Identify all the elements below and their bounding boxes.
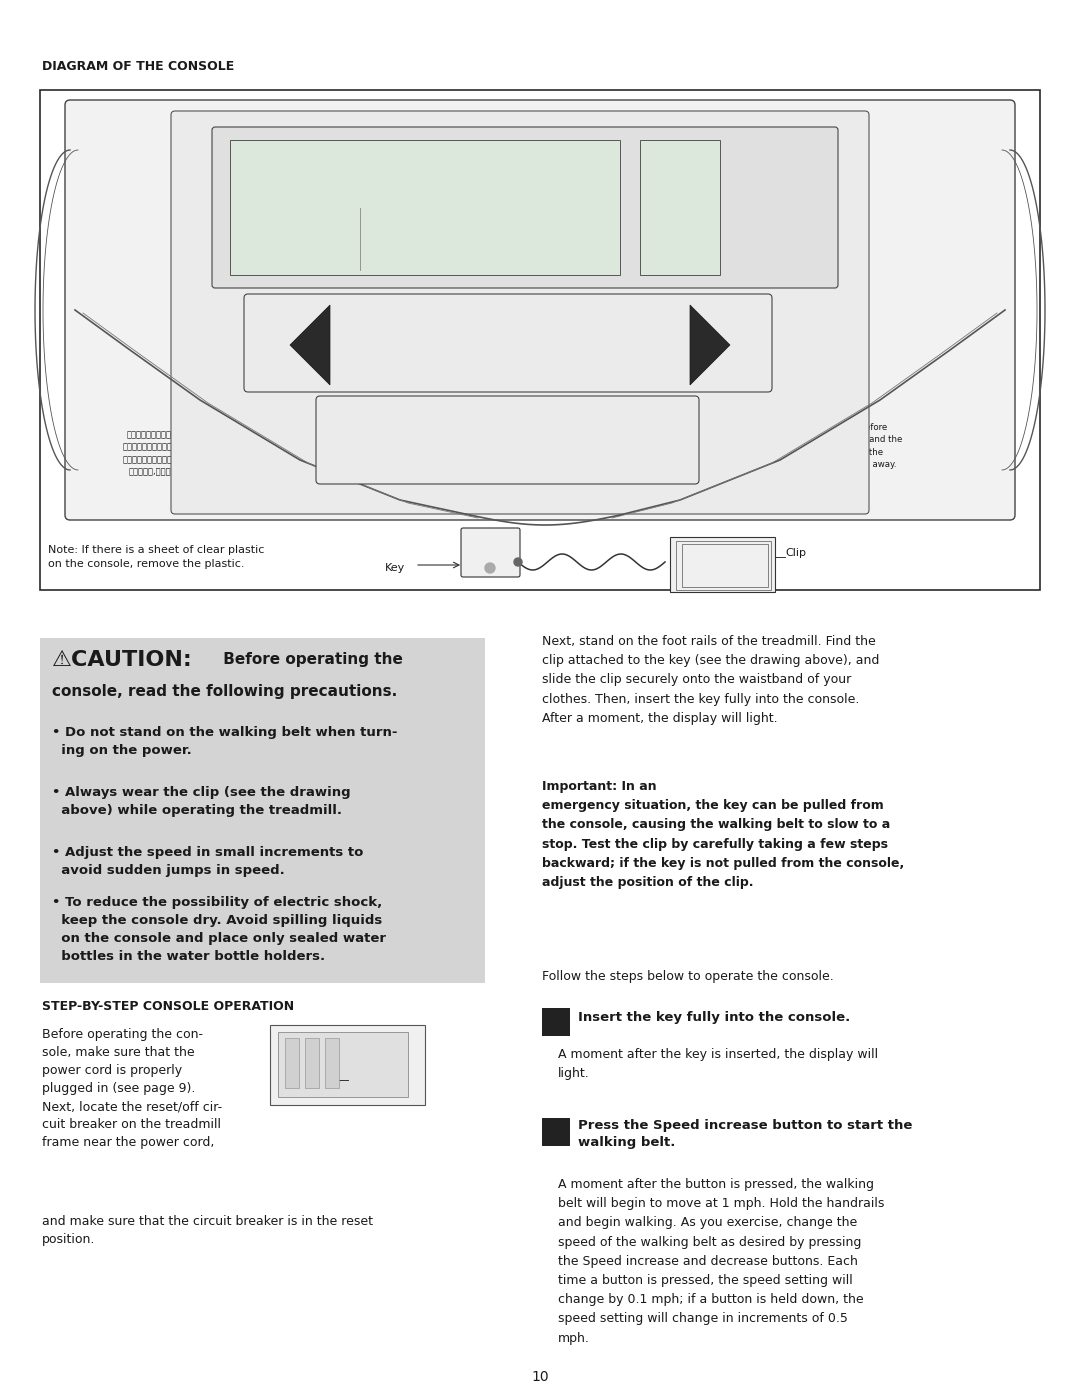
Text: Follow the steps below to operate the console.: Follow the steps below to operate the co… xyxy=(542,970,834,983)
Bar xyxy=(40,638,485,983)
Text: ▲ 警告: ▲ 警告 xyxy=(198,409,222,420)
Text: DIAGRAM OF THE CONSOLE: DIAGRAM OF THE CONSOLE xyxy=(42,60,234,73)
Text: Reset: Reset xyxy=(350,1073,381,1083)
Text: • Adjust the speed in small increments to
  avoid sudden jumps in speed.: • Adjust the speed in small increments t… xyxy=(52,847,363,877)
Text: Clip: Clip xyxy=(785,548,806,557)
Bar xyxy=(676,541,771,590)
Bar xyxy=(325,1038,339,1088)
Text: 为避免可能发生的意外,在开启
跑步机前请站在跑台两侧。使用前
请阅读并理解使用说明、使用指南
和警示标记,勿让孩子靠近。: 为避免可能发生的意外,在开启 跑步机前请站在跑台两侧。使用前 请阅读并理解使用说… xyxy=(122,430,198,476)
Bar xyxy=(670,536,775,592)
FancyBboxPatch shape xyxy=(316,395,699,483)
Text: • Do not stand on the walking belt when turn-
  ing on the power.: • Do not stand on the walking belt when … xyxy=(52,726,397,757)
Bar xyxy=(542,1118,570,1146)
Bar xyxy=(270,1025,426,1105)
FancyBboxPatch shape xyxy=(461,528,519,577)
Bar xyxy=(40,89,1040,590)
Text: 卡路里
速度: 卡路里 速度 xyxy=(623,215,637,235)
Text: 2: 2 xyxy=(551,1125,562,1140)
Bar xyxy=(542,1009,570,1037)
Text: 模式: 模式 xyxy=(670,152,691,170)
Text: SPEED: SPEED xyxy=(489,367,530,381)
Bar xyxy=(285,1038,299,1088)
Polygon shape xyxy=(690,305,730,386)
Text: 1: 1 xyxy=(551,1014,562,1030)
Text: 速度: 速度 xyxy=(491,314,528,344)
Text: 10: 10 xyxy=(531,1370,549,1384)
Text: Next, stand on the foot rails of the treadmill. Find the
clip attached to the ke: Next, stand on the foot rails of the tre… xyxy=(542,636,879,725)
FancyBboxPatch shape xyxy=(171,110,869,514)
Text: Before operating the con-
sole, make sure that the
power cord is properly
plugge: Before operating the con- sole, make sur… xyxy=(42,1028,222,1148)
Text: STOP: STOP xyxy=(491,460,525,474)
Text: 时间
距离
卡路里
速度: 时间 距离 卡路里 速度 xyxy=(624,148,637,180)
Bar xyxy=(681,545,768,587)
Text: Press the Speed increase button to start the
walking belt.: Press the Speed increase button to start… xyxy=(578,1119,913,1148)
Polygon shape xyxy=(291,305,330,386)
Text: 386: 386 xyxy=(272,212,313,232)
Circle shape xyxy=(514,557,522,566)
Text: A moment after the key is inserted, the display will
light.: A moment after the key is inserted, the … xyxy=(558,1048,878,1080)
Text: DIST.: DIST. xyxy=(316,215,337,224)
Text: and make sure that the circuit breaker is in the reset
position.: and make sure that the circuit breaker i… xyxy=(42,1215,373,1246)
Text: MODE: MODE xyxy=(665,184,694,196)
Text: 45: 45 xyxy=(368,212,395,232)
Text: Key: Key xyxy=(384,563,405,573)
Text: STEP-BY-STEP CONSOLE OPERATION: STEP-BY-STEP CONSOLE OPERATION xyxy=(42,1000,294,1013)
FancyBboxPatch shape xyxy=(65,101,1015,520)
Text: console, read the following precautions.: console, read the following precautions. xyxy=(52,685,397,698)
Bar xyxy=(640,140,720,275)
FancyBboxPatch shape xyxy=(212,127,838,288)
Text: 19:58: 19:58 xyxy=(245,148,405,196)
Text: 停止: 停止 xyxy=(489,412,526,441)
Text: SPEED: SPEED xyxy=(395,215,422,224)
Text: Before operating the: Before operating the xyxy=(218,652,403,666)
Text: Note: If there is a sheet of clear plastic
on the console, remove the plastic.: Note: If there is a sheet of clear plast… xyxy=(48,545,265,569)
Circle shape xyxy=(485,563,495,573)
Text: Important: In an
emergency situation, the key can be pulled from
the console, ca: Important: In an emergency situation, th… xyxy=(542,780,904,888)
Text: TIME: TIME xyxy=(620,145,640,154)
Bar xyxy=(230,140,620,275)
Text: ▲WARNING: To reduce risk of
serious injury, stand on foot rails before
starting : ▲WARNING: To reduce risk of serious inju… xyxy=(715,409,903,469)
Text: • Always wear the clip (see the drawing
  above) while operating the treadmill.: • Always wear the clip (see the drawing … xyxy=(52,787,351,817)
Text: A moment after the button is pressed, the walking
belt will begin to move at 1 m: A moment after the button is pressed, th… xyxy=(558,1178,885,1344)
Text: Insert the key fully into the console.: Insert the key fully into the console. xyxy=(578,1011,850,1024)
Text: • To reduce the possibility of electric shock,
  keep the console dry. Avoid spi: • To reduce the possibility of electric … xyxy=(52,895,386,963)
Text: ⚠CAUTION:: ⚠CAUTION: xyxy=(52,650,192,671)
Bar xyxy=(278,1032,408,1097)
Bar xyxy=(305,1038,319,1088)
FancyBboxPatch shape xyxy=(244,293,772,393)
Text: 时间
距离: 时间 距离 xyxy=(233,215,242,235)
